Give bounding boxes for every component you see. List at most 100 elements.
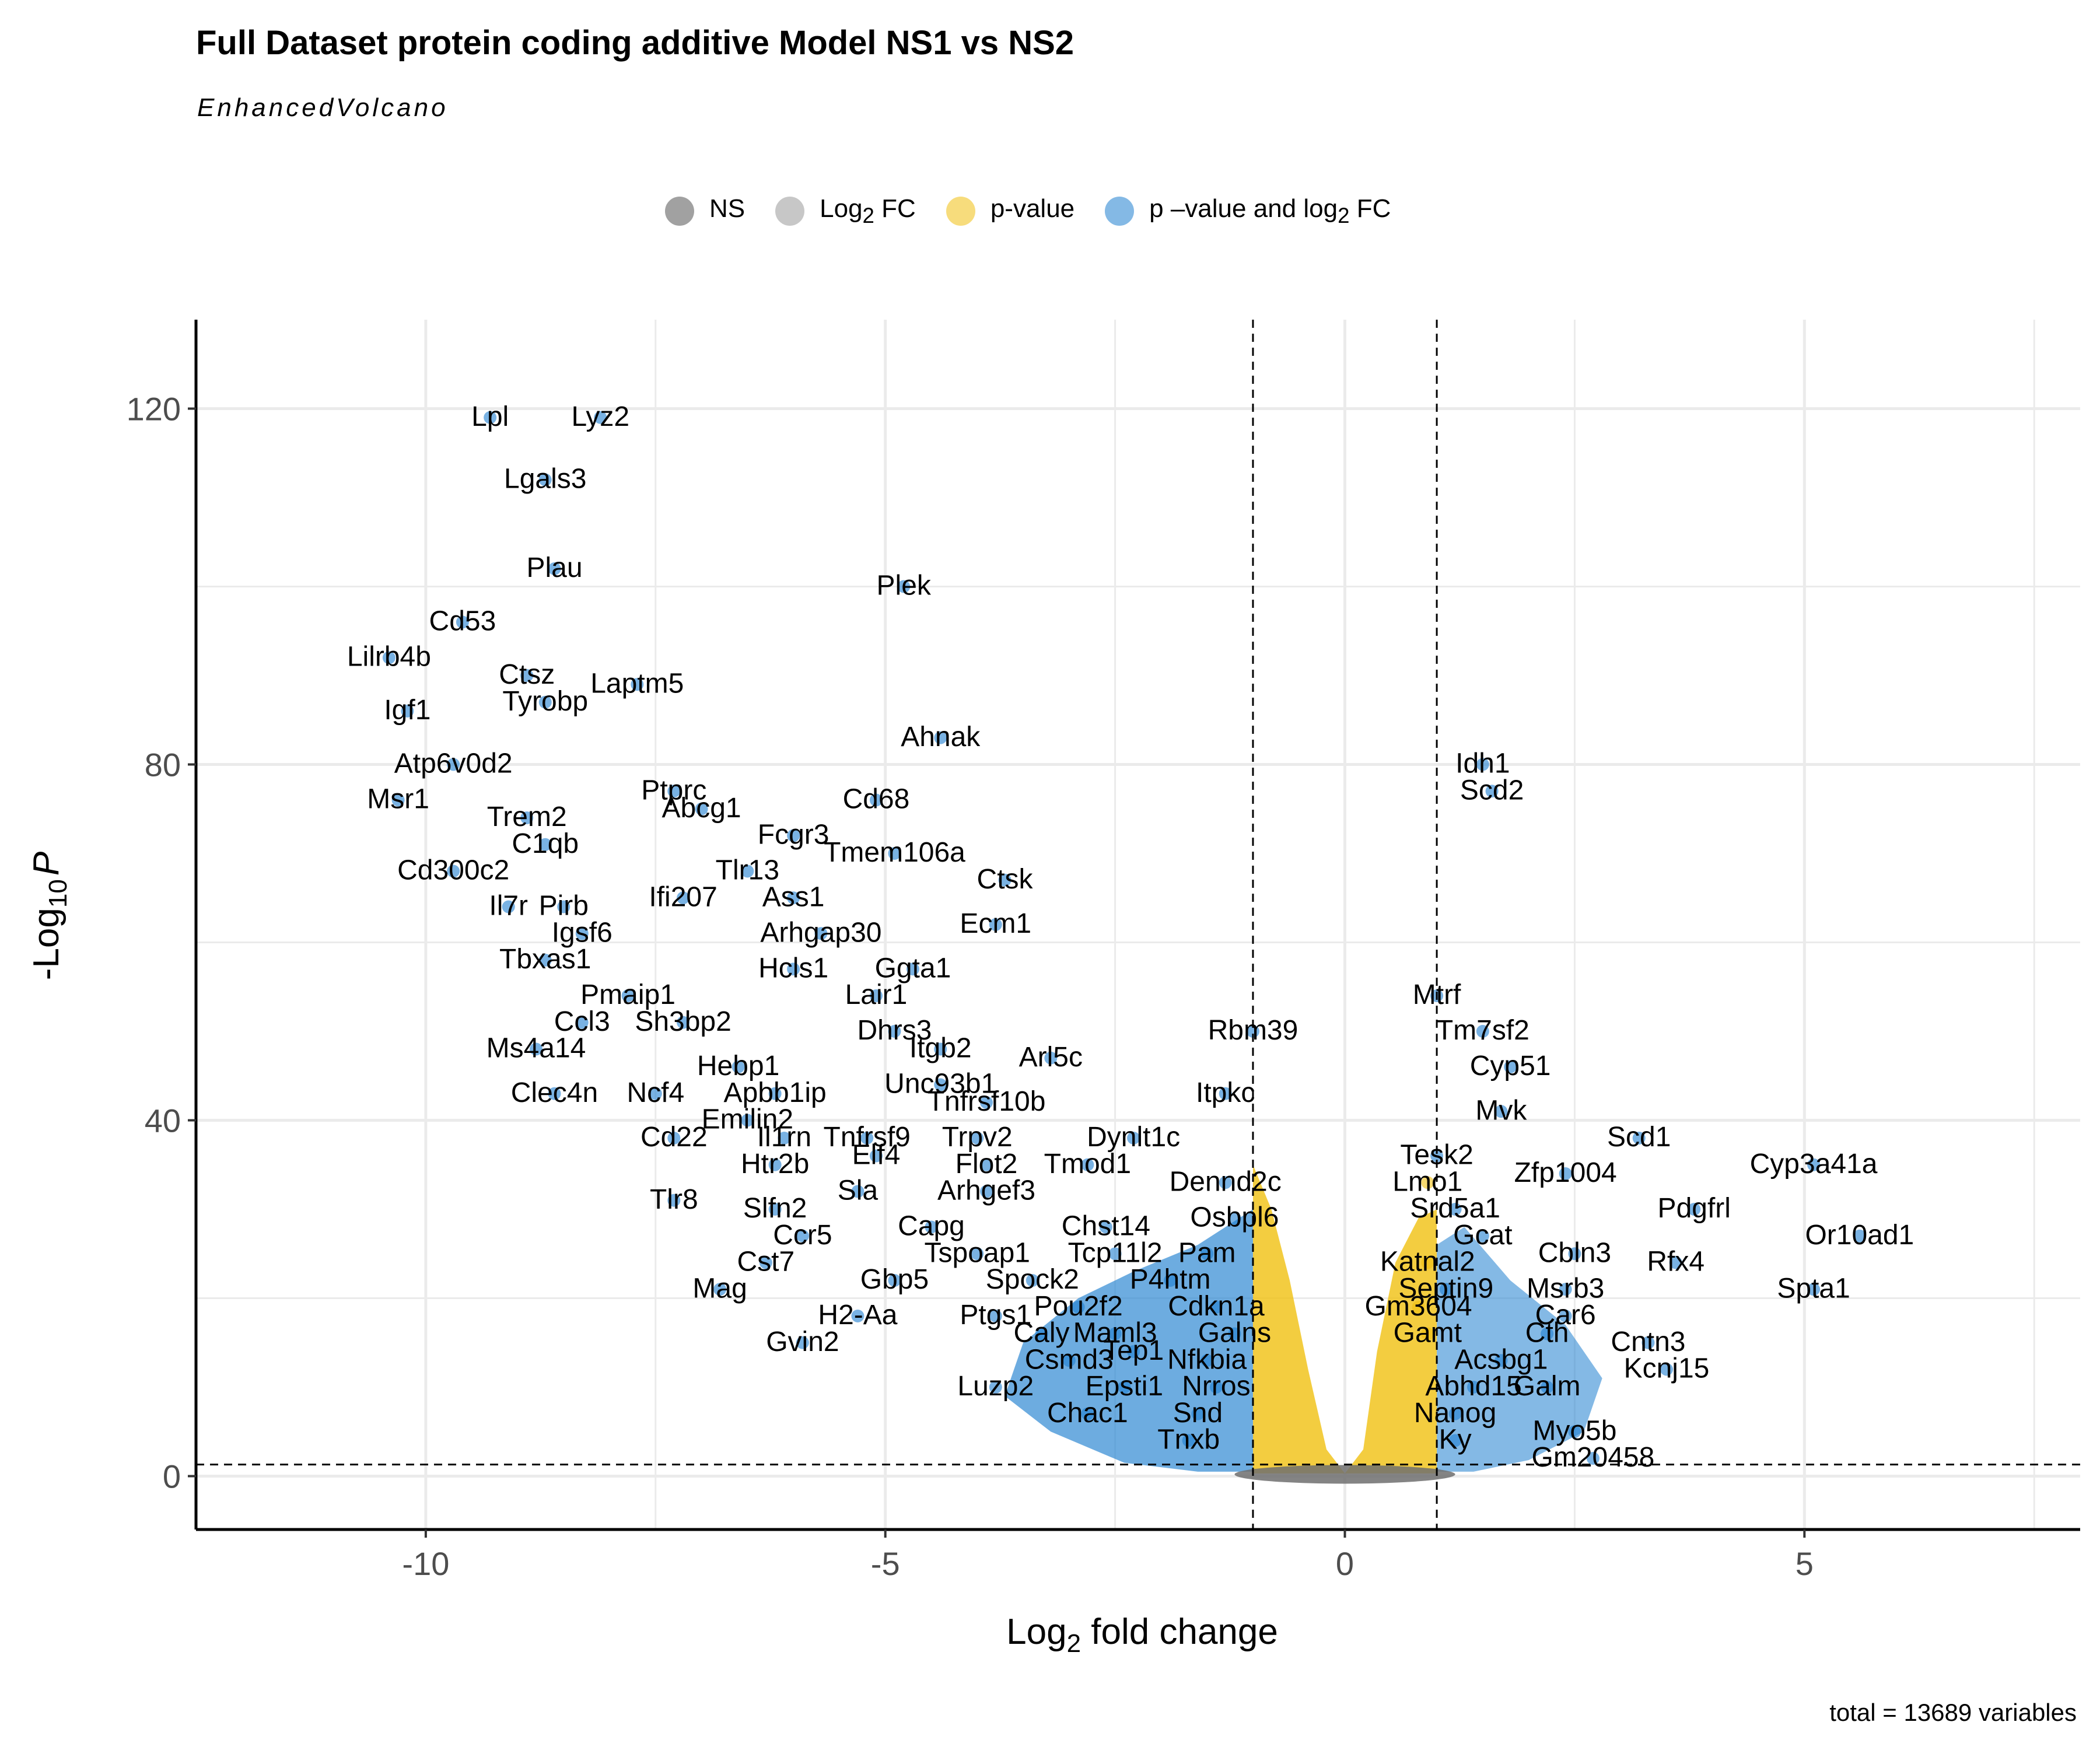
point-Sh3bp2 bbox=[677, 1016, 690, 1029]
gene-label: Ms4a14 bbox=[487, 1033, 586, 1064]
gene-label: Kcnj15 bbox=[1624, 1353, 1710, 1384]
point-Csmd3 bbox=[1062, 1354, 1076, 1367]
gene-label: Nfkbia bbox=[1167, 1344, 1247, 1375]
gene-label: Idh1 bbox=[1455, 748, 1510, 779]
point-Il7r bbox=[502, 900, 515, 914]
gene-label: Abhd15 bbox=[1425, 1371, 1522, 1402]
y-axis-title: -Log10P bbox=[26, 852, 72, 980]
grid bbox=[195, 320, 2080, 1530]
gene-label: Pmaip1 bbox=[580, 979, 676, 1010]
gene-label: Cyp3a41a bbox=[1750, 1149, 1878, 1180]
point-Rbm39 bbox=[1246, 1025, 1259, 1038]
gene-label: Ctsz bbox=[499, 659, 555, 690]
gene-label: Cth bbox=[1525, 1318, 1569, 1349]
y-tick-label: 80 bbox=[145, 747, 181, 783]
point-Tm7sf2 bbox=[1476, 1025, 1489, 1038]
gene-label: Msr1 bbox=[367, 784, 429, 815]
gene-labels: Lpl Lyz2 Lgals3 Plau Plek Cd53 Lilrb4b Ctsz Lapt… bbox=[347, 401, 1914, 1473]
gene-label: Cd53 bbox=[429, 606, 496, 637]
gene-label: Sla bbox=[838, 1175, 878, 1206]
gene-label: Dynlt1c bbox=[1087, 1122, 1180, 1153]
point-Abcg1 bbox=[695, 802, 708, 816]
point-Ifi207 bbox=[677, 891, 690, 905]
gene-label: Chac1 bbox=[1047, 1398, 1128, 1429]
gene-label: Mtrf bbox=[1413, 979, 1461, 1010]
chart-subtitle: EnhancedVolcano bbox=[197, 93, 449, 122]
point-Dhrs3 bbox=[888, 1025, 901, 1038]
point-Cd53 bbox=[456, 615, 469, 629]
point-Tyrobp bbox=[538, 695, 552, 709]
gene-label: C1qb bbox=[512, 828, 579, 859]
point-Pirb bbox=[557, 900, 570, 914]
point-Osbpl6 bbox=[1228, 1212, 1241, 1225]
gene-label: Pdgfrl bbox=[1658, 1193, 1731, 1224]
gene-label: Rbm39 bbox=[1208, 1015, 1298, 1046]
gene-label: Scd2 bbox=[1460, 775, 1524, 806]
gene-label: Itpkc bbox=[1196, 1077, 1255, 1108]
gene-label: Trem2 bbox=[487, 802, 567, 832]
gene-label: Spock2 bbox=[986, 1264, 1079, 1295]
point-Cd300c2 bbox=[447, 864, 460, 878]
point-Spock2 bbox=[1026, 1274, 1039, 1287]
gene-label: Emilin2 bbox=[702, 1104, 793, 1135]
gene-label: Flot2 bbox=[956, 1149, 1018, 1180]
gene-label: Gm20458 bbox=[1532, 1442, 1655, 1473]
point-C1qb bbox=[538, 838, 552, 851]
gene-label: Mag bbox=[692, 1273, 747, 1304]
x-tick-label: -5 bbox=[871, 1545, 900, 1582]
point-Arhgef3 bbox=[980, 1185, 993, 1198]
point-Ass1 bbox=[787, 891, 800, 905]
gene-label: Itgb2 bbox=[909, 1033, 972, 1064]
chart-title: Full Dataset protein coding additive Mod… bbox=[196, 24, 1074, 62]
point-Dennd2c bbox=[1219, 1176, 1232, 1189]
gene-label: Cbln3 bbox=[1538, 1237, 1611, 1268]
point-Scd1 bbox=[1632, 1132, 1646, 1144]
point-Ncf4 bbox=[649, 1087, 662, 1100]
gene-label: Ggta1 bbox=[875, 953, 951, 984]
gene-label: Chst14 bbox=[1062, 1211, 1150, 1242]
gene-label: Nrros bbox=[1182, 1371, 1250, 1402]
point-Igsf6 bbox=[575, 927, 589, 940]
gene-label: Luzp2 bbox=[957, 1371, 1034, 1402]
point-Pdgfrl bbox=[1688, 1203, 1701, 1216]
point-Unc93b1 bbox=[934, 1078, 947, 1091]
point-Cd22 bbox=[667, 1132, 681, 1144]
x-axis-title: Log2 fold change bbox=[1006, 1612, 1278, 1658]
point-Tnxb bbox=[1182, 1434, 1195, 1447]
gene-label: Unc93b1 bbox=[884, 1069, 996, 1100]
point-Htr2b bbox=[768, 1158, 782, 1171]
gene-label: Maml3 bbox=[1073, 1318, 1157, 1349]
gene-label: Ccr5 bbox=[773, 1220, 832, 1251]
gene-label: Abcg1 bbox=[662, 793, 741, 824]
point-Tmod1 bbox=[1081, 1158, 1094, 1171]
gene-label: Arl5c bbox=[1019, 1042, 1083, 1073]
gene-label: Spta1 bbox=[1777, 1273, 1850, 1304]
point-Lpl bbox=[484, 411, 497, 424]
point-Epsti1 bbox=[1118, 1381, 1131, 1394]
point-Cbln3 bbox=[1568, 1247, 1581, 1261]
gene-label: Ptgs1 bbox=[960, 1300, 1031, 1331]
point-Itgb2 bbox=[934, 1042, 947, 1056]
gene-label: Ncf4 bbox=[626, 1077, 684, 1108]
gene-label: Slfn2 bbox=[743, 1193, 807, 1224]
point-Ms4a14 bbox=[529, 1042, 542, 1056]
gene-label: Septin9 bbox=[1398, 1273, 1493, 1304]
cloud-pvalue-right bbox=[1345, 1209, 1437, 1474]
gene-label: Cst7 bbox=[737, 1247, 795, 1278]
point-Gbp5 bbox=[888, 1274, 901, 1287]
gene-label: Plau bbox=[526, 552, 582, 583]
gene-label: Tm7sf2 bbox=[1436, 1015, 1530, 1046]
point-Tbxas1 bbox=[538, 954, 552, 967]
gene-label: Tmem106a bbox=[824, 837, 965, 868]
point-Septin9 bbox=[1439, 1283, 1452, 1296]
point-Cst7 bbox=[759, 1256, 772, 1269]
gene-label: Gm3604 bbox=[1365, 1291, 1472, 1322]
caption: total = 13689 variables bbox=[1829, 1699, 2077, 1726]
gene-label: Arhgef3 bbox=[937, 1175, 1035, 1206]
legend-swatch-ns bbox=[665, 196, 694, 226]
point-Plek bbox=[897, 580, 911, 593]
point-Cth bbox=[1541, 1327, 1554, 1340]
point-Ecm1 bbox=[989, 918, 1002, 931]
point-Lilrb4b bbox=[382, 651, 396, 664]
point-Atp6v0d2 bbox=[447, 758, 460, 771]
